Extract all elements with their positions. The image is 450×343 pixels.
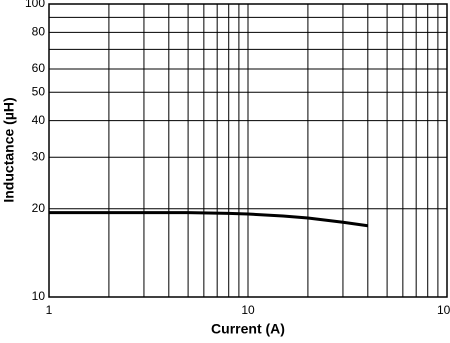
y-axis-title: Inductance (µH) bbox=[1, 97, 17, 202]
y-tick-label: 100 bbox=[25, 0, 45, 10]
y-tick-label: 20 bbox=[32, 201, 46, 215]
plot-frame bbox=[48, 3, 448, 298]
x-axis-title: Current (A) bbox=[211, 321, 285, 337]
x-tick-label: 10 bbox=[241, 303, 255, 317]
y-tick-label: 50 bbox=[32, 84, 46, 98]
y-tick-label: 80 bbox=[32, 25, 46, 39]
y-tick-label: 10 bbox=[32, 289, 46, 303]
y-tick-label: 40 bbox=[32, 113, 46, 127]
x-tick-label: 1 bbox=[46, 303, 53, 317]
y-tick-label: 30 bbox=[32, 149, 46, 163]
y-tick-label: 60 bbox=[32, 61, 46, 75]
x-tick-label: 100 bbox=[437, 303, 450, 317]
data-line bbox=[49, 211, 369, 228]
